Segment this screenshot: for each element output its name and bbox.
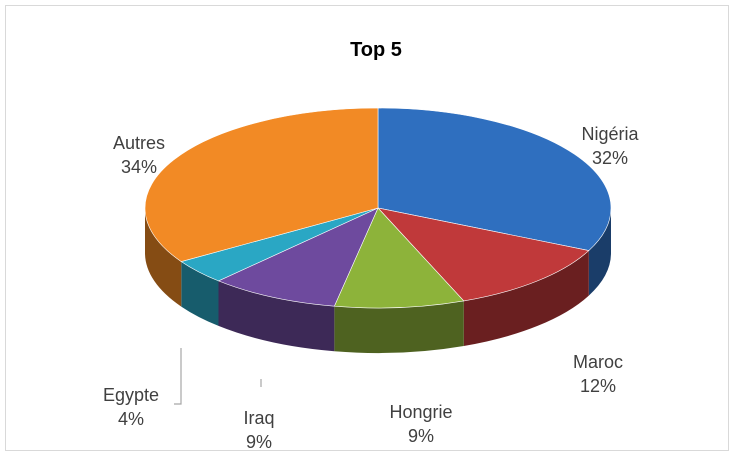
chart-title: Top 5 — [350, 39, 402, 61]
slice-labels: Nigéria 32% Maroc 12% Hongrie 9% Iraq 9% Egypte 4… — [103, 124, 640, 452]
pie-chart: Top 5 Nigéria 32% Maroc 12% Hongrie 9% Iraq 9% E… — [103, 39, 640, 452]
label-hongrie: Hongrie 9% — [389, 402, 452, 446]
slice-nigeria[interactable] — [377, 107, 612, 251]
pie-depth-layer — [145, 208, 611, 353]
slice-autres[interactable] — [144, 107, 379, 262]
slice-side-egypte — [181, 261, 219, 326]
leader-lines — [174, 348, 262, 405]
chart-frame: Top 5 Nigéria 32% Maroc 12% Hongrie 9% Iraq 9% E… — [5, 5, 729, 452]
slice-side-autres — [145, 208, 182, 307]
label-autres: Autres 34% — [113, 133, 165, 177]
label-nigeria: Nigéria 32% — [581, 124, 639, 168]
slice-maroc[interactable] — [377, 207, 590, 302]
label-iraq: Iraq 9% — [243, 408, 274, 452]
label-maroc: Maroc 12% — [573, 352, 623, 396]
pie-top-layer — [144, 107, 612, 309]
leader-line-egypte — [174, 348, 182, 405]
slice-hongrie[interactable] — [333, 207, 465, 309]
slice-side-iraq — [218, 280, 335, 352]
slice-iraq[interactable] — [217, 207, 379, 307]
slice-side-maroc — [463, 250, 589, 346]
slice-side-hongrie — [334, 300, 464, 353]
label-egypte: Egypte 4% — [103, 385, 159, 429]
